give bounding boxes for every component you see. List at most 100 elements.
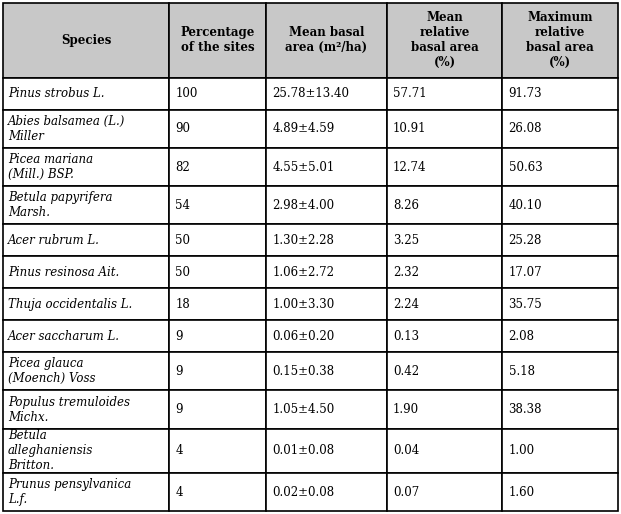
Bar bbox=[3, 429, 169, 473]
Text: 0.15±0.38: 0.15±0.38 bbox=[273, 365, 335, 378]
Bar bbox=[266, 352, 387, 391]
Bar bbox=[266, 288, 387, 320]
Bar bbox=[3, 148, 169, 186]
Bar bbox=[387, 110, 502, 148]
Bar bbox=[3, 352, 169, 391]
Text: 90: 90 bbox=[175, 122, 190, 135]
Bar bbox=[502, 352, 618, 391]
Text: 4: 4 bbox=[175, 445, 183, 457]
Text: 18: 18 bbox=[175, 298, 190, 311]
Text: Mean
relative
basal area
(%): Mean relative basal area (%) bbox=[410, 11, 478, 69]
Bar bbox=[502, 473, 618, 511]
Text: Percentage
of the sites: Percentage of the sites bbox=[181, 26, 255, 54]
Bar bbox=[502, 78, 618, 110]
Bar bbox=[266, 320, 387, 352]
Text: Acer rubrum L.: Acer rubrum L. bbox=[8, 234, 100, 247]
Text: 0.06±0.20: 0.06±0.20 bbox=[273, 330, 335, 343]
Text: 4.89±4.59: 4.89±4.59 bbox=[273, 122, 335, 135]
Text: Picea mariana
(Mill.) BSP.: Picea mariana (Mill.) BSP. bbox=[8, 153, 93, 181]
Bar bbox=[387, 186, 502, 224]
Bar bbox=[266, 186, 387, 224]
Bar bbox=[387, 256, 502, 288]
Text: 4.55±5.01: 4.55±5.01 bbox=[273, 160, 335, 174]
Bar bbox=[387, 78, 502, 110]
Bar bbox=[387, 473, 502, 511]
Bar bbox=[169, 256, 266, 288]
Text: 0.01±0.08: 0.01±0.08 bbox=[273, 445, 335, 457]
Text: 35.75: 35.75 bbox=[509, 298, 542, 311]
Bar bbox=[169, 352, 266, 391]
Bar bbox=[169, 288, 266, 320]
Text: Abies balsamea (L.)
Miller: Abies balsamea (L.) Miller bbox=[8, 115, 125, 143]
Text: Pinus strobus L.: Pinus strobus L. bbox=[8, 87, 104, 100]
Bar bbox=[266, 3, 387, 78]
Bar bbox=[169, 429, 266, 473]
Text: 40.10: 40.10 bbox=[509, 198, 542, 212]
Bar bbox=[266, 473, 387, 511]
Text: 10.91: 10.91 bbox=[393, 122, 427, 135]
Bar bbox=[169, 110, 266, 148]
Bar bbox=[3, 320, 169, 352]
Bar bbox=[502, 288, 618, 320]
Text: Betula papyrifera
Marsh.: Betula papyrifera Marsh. bbox=[8, 191, 112, 219]
Bar bbox=[387, 3, 502, 78]
Bar bbox=[502, 148, 618, 186]
Text: 2.08: 2.08 bbox=[509, 330, 535, 343]
Bar bbox=[502, 224, 618, 256]
Text: 17.07: 17.07 bbox=[509, 266, 542, 279]
Bar bbox=[266, 429, 387, 473]
Text: 57.71: 57.71 bbox=[393, 87, 427, 100]
Text: 9: 9 bbox=[175, 330, 183, 343]
Bar bbox=[3, 473, 169, 511]
Text: 1.00±3.30: 1.00±3.30 bbox=[273, 298, 335, 311]
Bar bbox=[387, 391, 502, 429]
Text: Betula
alleghaniensis
Britton.: Betula alleghaniensis Britton. bbox=[8, 429, 93, 472]
Text: 1.60: 1.60 bbox=[509, 486, 535, 499]
Bar bbox=[3, 391, 169, 429]
Bar bbox=[3, 186, 169, 224]
Text: 50: 50 bbox=[175, 234, 190, 247]
Text: 1.05±4.50: 1.05±4.50 bbox=[273, 403, 335, 416]
Text: 0.02±0.08: 0.02±0.08 bbox=[273, 486, 335, 499]
Text: 5.18: 5.18 bbox=[509, 365, 535, 378]
Text: Pinus resinosa Ait.: Pinus resinosa Ait. bbox=[8, 266, 119, 279]
Text: 25.78±13.40: 25.78±13.40 bbox=[273, 87, 350, 100]
Bar bbox=[3, 78, 169, 110]
Bar bbox=[387, 320, 502, 352]
Bar bbox=[387, 352, 502, 391]
Bar bbox=[387, 288, 502, 320]
Text: 0.42: 0.42 bbox=[393, 365, 419, 378]
Bar bbox=[3, 110, 169, 148]
Bar bbox=[266, 110, 387, 148]
Bar bbox=[266, 78, 387, 110]
Text: 91.73: 91.73 bbox=[509, 87, 542, 100]
Bar bbox=[3, 288, 169, 320]
Text: Thuja occidentalis L.: Thuja occidentalis L. bbox=[8, 298, 132, 311]
Text: 1.90: 1.90 bbox=[393, 403, 419, 416]
Bar bbox=[387, 429, 502, 473]
Bar bbox=[266, 224, 387, 256]
Text: 12.74: 12.74 bbox=[393, 160, 427, 174]
Bar bbox=[169, 3, 266, 78]
Text: Populus tremuloides
Michx.: Populus tremuloides Michx. bbox=[8, 395, 130, 424]
Text: 9: 9 bbox=[175, 403, 183, 416]
Bar bbox=[502, 3, 618, 78]
Bar bbox=[3, 3, 169, 78]
Text: 25.28: 25.28 bbox=[509, 234, 542, 247]
Bar bbox=[169, 473, 266, 511]
Text: 2.98±4.00: 2.98±4.00 bbox=[273, 198, 335, 212]
Text: 2.24: 2.24 bbox=[393, 298, 419, 311]
Text: 2.32: 2.32 bbox=[393, 266, 419, 279]
Bar bbox=[502, 320, 618, 352]
Text: Acer saccharum L.: Acer saccharum L. bbox=[8, 330, 120, 343]
Text: 82: 82 bbox=[175, 160, 190, 174]
Text: 0.04: 0.04 bbox=[393, 445, 419, 457]
Text: Picea glauca
(Moench) Voss: Picea glauca (Moench) Voss bbox=[8, 357, 96, 386]
Text: 3.25: 3.25 bbox=[393, 234, 419, 247]
Bar bbox=[502, 391, 618, 429]
Text: 1.00: 1.00 bbox=[509, 445, 535, 457]
Bar bbox=[266, 148, 387, 186]
Text: 50: 50 bbox=[175, 266, 190, 279]
Text: 1.06±2.72: 1.06±2.72 bbox=[273, 266, 335, 279]
Bar bbox=[502, 186, 618, 224]
